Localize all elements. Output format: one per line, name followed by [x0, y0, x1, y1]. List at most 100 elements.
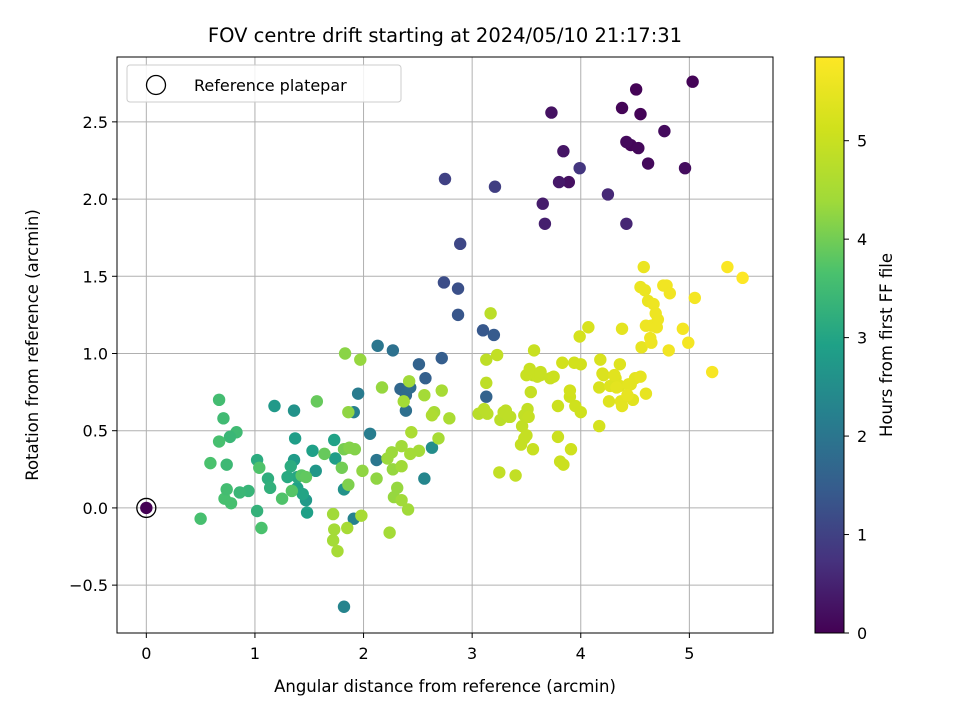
data-point	[573, 330, 586, 343]
reference-platepar-marker	[136, 497, 157, 519]
reference-point-fill	[140, 501, 153, 515]
data-point	[602, 395, 616, 408]
data-point	[418, 388, 431, 402]
data-point	[480, 353, 493, 366]
data-point	[284, 460, 297, 473]
data-point	[613, 358, 627, 371]
legend-box	[126, 64, 402, 103]
data-point	[682, 336, 695, 349]
data-point	[705, 365, 719, 379]
data-point	[637, 260, 650, 274]
y-tick-label: 1.5	[83, 267, 108, 286]
data-point	[608, 368, 621, 382]
data-point	[438, 172, 452, 186]
data-point	[522, 410, 535, 424]
data-point	[331, 544, 344, 558]
data-point	[490, 348, 504, 362]
data-point	[337, 600, 351, 613]
x-axis-label: Angular distance from reference (arcmin)	[274, 677, 616, 696]
data-point	[451, 282, 465, 295]
data-point	[287, 404, 301, 417]
data-point	[223, 430, 237, 444]
data-point	[481, 407, 494, 420]
data-point	[328, 433, 341, 447]
data-point	[338, 347, 352, 360]
y-tick-label: 2.0	[83, 190, 108, 209]
data-point	[493, 466, 506, 479]
data-point	[593, 419, 606, 433]
data-point	[545, 106, 558, 119]
data-point	[476, 324, 490, 337]
data-point	[620, 217, 633, 230]
y-tick-label: 0.0	[83, 499, 108, 518]
data-point	[437, 276, 451, 289]
data-point	[484, 307, 497, 320]
data-point	[582, 321, 595, 334]
data-point	[335, 461, 349, 474]
data-point	[341, 521, 354, 535]
data-point	[502, 410, 516, 424]
data-point	[397, 395, 410, 408]
data-point	[638, 283, 652, 297]
data-point	[405, 426, 418, 439]
data-point	[342, 405, 355, 419]
colorbar-tick-label: 1	[857, 526, 867, 545]
data-point	[480, 390, 493, 403]
x-tick-label: 3	[467, 644, 477, 663]
data-point	[220, 483, 233, 496]
data-point	[217, 412, 230, 425]
data-point	[547, 370, 560, 383]
data-point	[310, 395, 324, 408]
colorbar-tick-label: 4	[857, 230, 867, 249]
data-point	[375, 381, 389, 394]
data-point	[253, 461, 266, 474]
data-point	[634, 370, 647, 383]
data-point	[399, 404, 413, 417]
data-point	[635, 341, 648, 354]
data-point	[488, 180, 502, 193]
data-points	[136, 75, 749, 613]
data-point	[328, 523, 341, 536]
y-axis-ticks: −0.5 0.0 0.5 1.0 1.5 2.0 2.5	[69, 113, 117, 595]
data-point	[263, 481, 277, 495]
data-point	[412, 358, 426, 371]
legend: Reference platepar	[126, 64, 402, 103]
data-point	[412, 444, 426, 457]
data-point	[620, 135, 633, 149]
data-point	[593, 381, 606, 394]
data-point	[395, 439, 408, 453]
data-point	[383, 526, 396, 539]
data-point	[639, 319, 653, 332]
colorbar: 0 1 2 3 4 5 Hours from first FF file	[814, 56, 896, 643]
data-point	[342, 478, 355, 491]
data-point	[261, 472, 275, 485]
data-point	[610, 381, 623, 394]
data-point	[419, 372, 432, 385]
colorbar-tick-label: 3	[857, 329, 867, 348]
data-point	[402, 375, 416, 388]
data-point	[556, 356, 569, 369]
data-point	[212, 393, 226, 407]
x-tick-label: 0	[141, 644, 151, 663]
gridlines	[117, 57, 773, 633]
data-point	[363, 427, 377, 440]
data-point	[194, 512, 207, 525]
data-point	[515, 419, 529, 433]
data-point	[354, 353, 367, 366]
data-point	[425, 441, 439, 454]
legend-marker-open-circle-icon	[145, 74, 167, 96]
data-point	[371, 339, 384, 352]
data-point	[224, 497, 238, 510]
data-point	[644, 331, 657, 345]
data-point	[678, 161, 692, 175]
data-point	[480, 376, 493, 390]
y-tick-label: 1.0	[83, 344, 108, 363]
legend-label: Reference platepar	[194, 76, 347, 95]
data-point	[629, 83, 643, 96]
x-tick-label: 1	[250, 644, 260, 663]
data-point	[351, 387, 365, 400]
data-point	[370, 453, 383, 467]
data-point	[524, 385, 538, 399]
colorbar-tick-label: 2	[857, 427, 867, 446]
colorbar-tick-label: 5	[857, 132, 867, 151]
